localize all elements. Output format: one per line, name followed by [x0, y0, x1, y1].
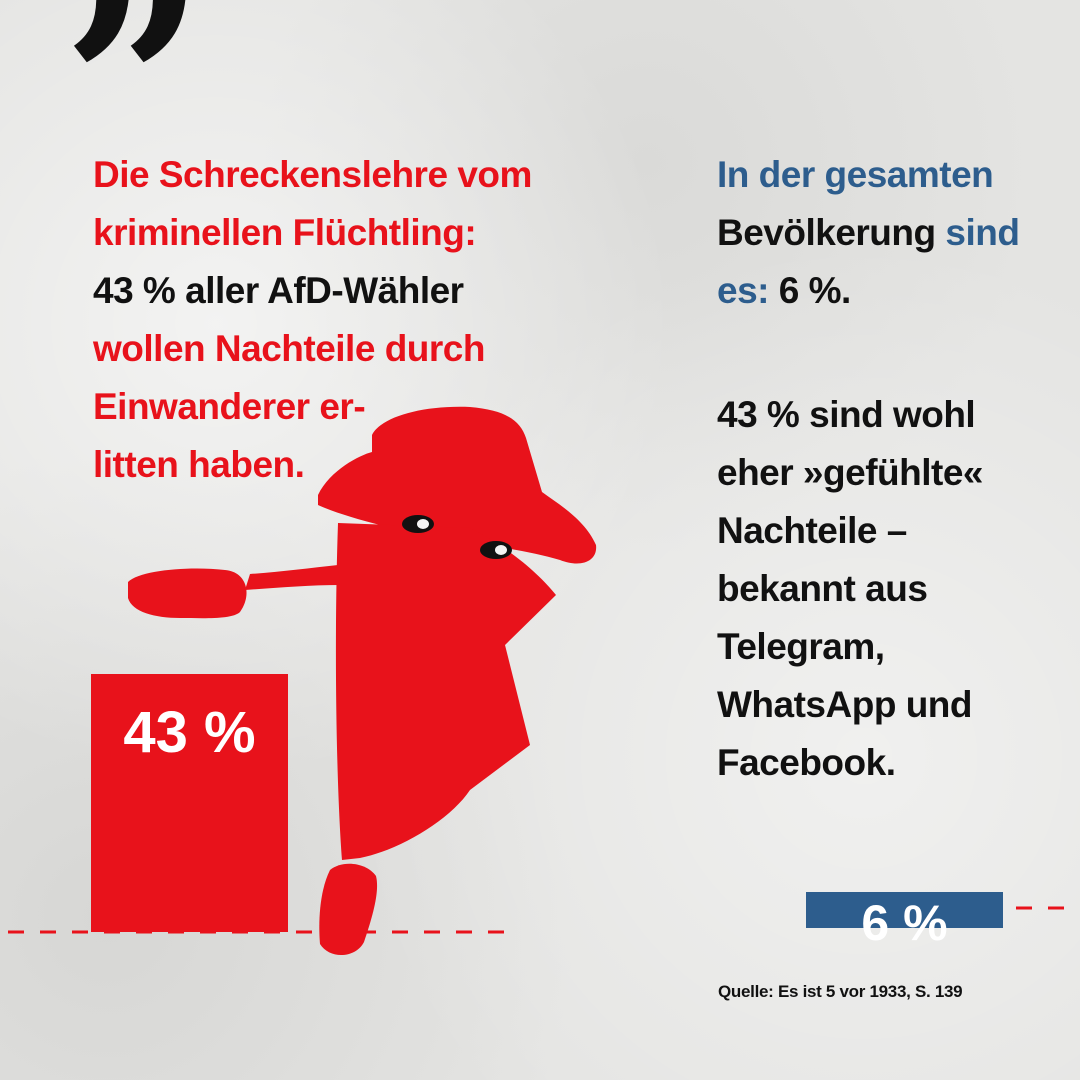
- right-text-block: In der gesamten Bevölkerung sind es: 6 %…: [717, 146, 1047, 320]
- population-value: 6 %.: [778, 270, 852, 311]
- bar-label-population: 6 %: [861, 895, 947, 951]
- population-es: es:: [717, 270, 769, 311]
- bars-layer: 43 % 6 %: [91, 674, 1003, 951]
- population-verb: sind: [945, 212, 1020, 253]
- source-citation: Quelle: Es ist 5 vor 1933, S. 139: [718, 982, 963, 1001]
- bar-population: [806, 892, 1003, 928]
- population-word: Bevölkerung: [717, 212, 936, 253]
- population-intro: In der gesamten: [717, 154, 994, 195]
- headline-red-continued: wollen Nachteile durch Einwanderer er- l…: [93, 328, 485, 485]
- afd-statement: 43 % aller AfD-Wähler: [93, 270, 464, 311]
- left-text-block: Die Schreckenslehre vom kriminellen Flüc…: [93, 146, 563, 494]
- spy-figure-illustration: [128, 406, 597, 956]
- bar-afd: [91, 674, 288, 932]
- headline-red: Die Schreckenslehre vom kriminellen Flüc…: [93, 154, 532, 253]
- quotation-mark-icon: ”: [62, 0, 206, 232]
- spy-eyes-icon: [402, 515, 512, 559]
- felt-disadvantages-text: 43 % sind wohl eher »gefühlte« Nachteile…: [717, 394, 983, 783]
- bar-label-afd: 43 %: [123, 700, 255, 765]
